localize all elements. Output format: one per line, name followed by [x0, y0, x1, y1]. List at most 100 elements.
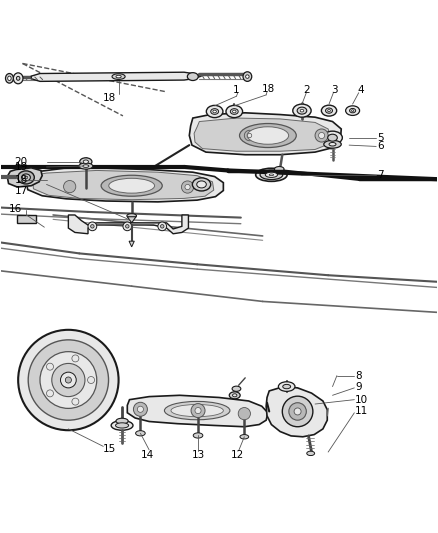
- Ellipse shape: [8, 76, 11, 80]
- Circle shape: [134, 402, 148, 416]
- Ellipse shape: [226, 106, 243, 118]
- Text: 4: 4: [357, 85, 364, 95]
- Text: 19: 19: [14, 162, 28, 172]
- Circle shape: [72, 355, 79, 362]
- Circle shape: [40, 352, 97, 408]
- Ellipse shape: [279, 382, 295, 391]
- Text: 17: 17: [14, 187, 28, 196]
- Polygon shape: [26, 168, 223, 202]
- Ellipse shape: [246, 75, 249, 78]
- Ellipse shape: [240, 124, 296, 148]
- Text: 14: 14: [141, 450, 155, 460]
- Text: 9: 9: [355, 382, 362, 392]
- Ellipse shape: [164, 401, 230, 420]
- Ellipse shape: [260, 170, 283, 180]
- Text: 6: 6: [377, 141, 384, 151]
- Ellipse shape: [265, 172, 278, 177]
- Circle shape: [294, 408, 301, 415]
- Circle shape: [247, 133, 252, 138]
- Circle shape: [283, 396, 313, 427]
- Text: 10: 10: [355, 394, 368, 405]
- Ellipse shape: [323, 131, 343, 144]
- Ellipse shape: [24, 176, 28, 179]
- Ellipse shape: [112, 74, 125, 79]
- Text: 15: 15: [103, 444, 117, 454]
- Circle shape: [72, 398, 79, 405]
- Ellipse shape: [233, 394, 237, 397]
- Text: 18: 18: [103, 93, 117, 103]
- Ellipse shape: [232, 386, 241, 391]
- Ellipse shape: [300, 109, 304, 112]
- Ellipse shape: [6, 74, 13, 83]
- Text: 20: 20: [14, 157, 28, 167]
- Polygon shape: [31, 72, 201, 82]
- Circle shape: [160, 224, 164, 228]
- Ellipse shape: [307, 451, 314, 456]
- Circle shape: [28, 340, 109, 420]
- Circle shape: [18, 330, 119, 430]
- Ellipse shape: [79, 163, 93, 169]
- Circle shape: [65, 377, 71, 383]
- Text: 3: 3: [331, 85, 337, 95]
- Ellipse shape: [230, 109, 238, 115]
- Ellipse shape: [297, 107, 307, 114]
- Ellipse shape: [83, 165, 89, 167]
- Ellipse shape: [293, 104, 311, 117]
- Polygon shape: [266, 386, 327, 437]
- Circle shape: [195, 408, 201, 414]
- Circle shape: [60, 372, 76, 388]
- Ellipse shape: [13, 73, 23, 84]
- Ellipse shape: [283, 384, 290, 389]
- Ellipse shape: [324, 140, 341, 148]
- Circle shape: [185, 184, 190, 190]
- Circle shape: [244, 130, 255, 141]
- Circle shape: [138, 406, 144, 413]
- Ellipse shape: [328, 134, 337, 141]
- Text: 11: 11: [355, 407, 368, 416]
- Ellipse shape: [193, 433, 203, 438]
- Circle shape: [191, 403, 205, 417]
- Ellipse shape: [346, 106, 360, 116]
- Circle shape: [289, 403, 306, 420]
- Ellipse shape: [171, 405, 223, 417]
- Ellipse shape: [256, 168, 287, 181]
- Ellipse shape: [80, 158, 92, 166]
- Ellipse shape: [16, 76, 20, 80]
- Text: 12: 12: [231, 450, 244, 460]
- Circle shape: [46, 363, 53, 370]
- Ellipse shape: [187, 72, 198, 80]
- Ellipse shape: [243, 72, 252, 82]
- Ellipse shape: [233, 110, 236, 113]
- Circle shape: [126, 224, 129, 228]
- Polygon shape: [17, 215, 35, 223]
- Polygon shape: [68, 215, 188, 234]
- Polygon shape: [32, 171, 214, 200]
- Ellipse shape: [116, 75, 121, 78]
- Ellipse shape: [206, 106, 223, 118]
- Circle shape: [158, 222, 166, 231]
- Polygon shape: [189, 113, 341, 155]
- Circle shape: [181, 181, 194, 193]
- Polygon shape: [194, 118, 330, 151]
- Text: 7: 7: [377, 170, 384, 180]
- Ellipse shape: [111, 421, 133, 430]
- Ellipse shape: [136, 431, 145, 436]
- Text: 13: 13: [192, 450, 205, 460]
- Ellipse shape: [18, 171, 34, 184]
- Ellipse shape: [101, 175, 162, 196]
- Circle shape: [238, 408, 251, 420]
- Text: 18: 18: [262, 84, 275, 94]
- Ellipse shape: [240, 434, 249, 439]
- Text: 18: 18: [14, 175, 28, 185]
- Ellipse shape: [192, 178, 211, 191]
- Polygon shape: [127, 395, 268, 427]
- Ellipse shape: [325, 108, 332, 113]
- Ellipse shape: [109, 179, 155, 193]
- Circle shape: [315, 129, 328, 142]
- Circle shape: [91, 224, 94, 228]
- Ellipse shape: [269, 174, 274, 176]
- Polygon shape: [7, 168, 42, 187]
- Text: 16: 16: [9, 204, 22, 214]
- Ellipse shape: [116, 418, 128, 424]
- Ellipse shape: [197, 181, 206, 188]
